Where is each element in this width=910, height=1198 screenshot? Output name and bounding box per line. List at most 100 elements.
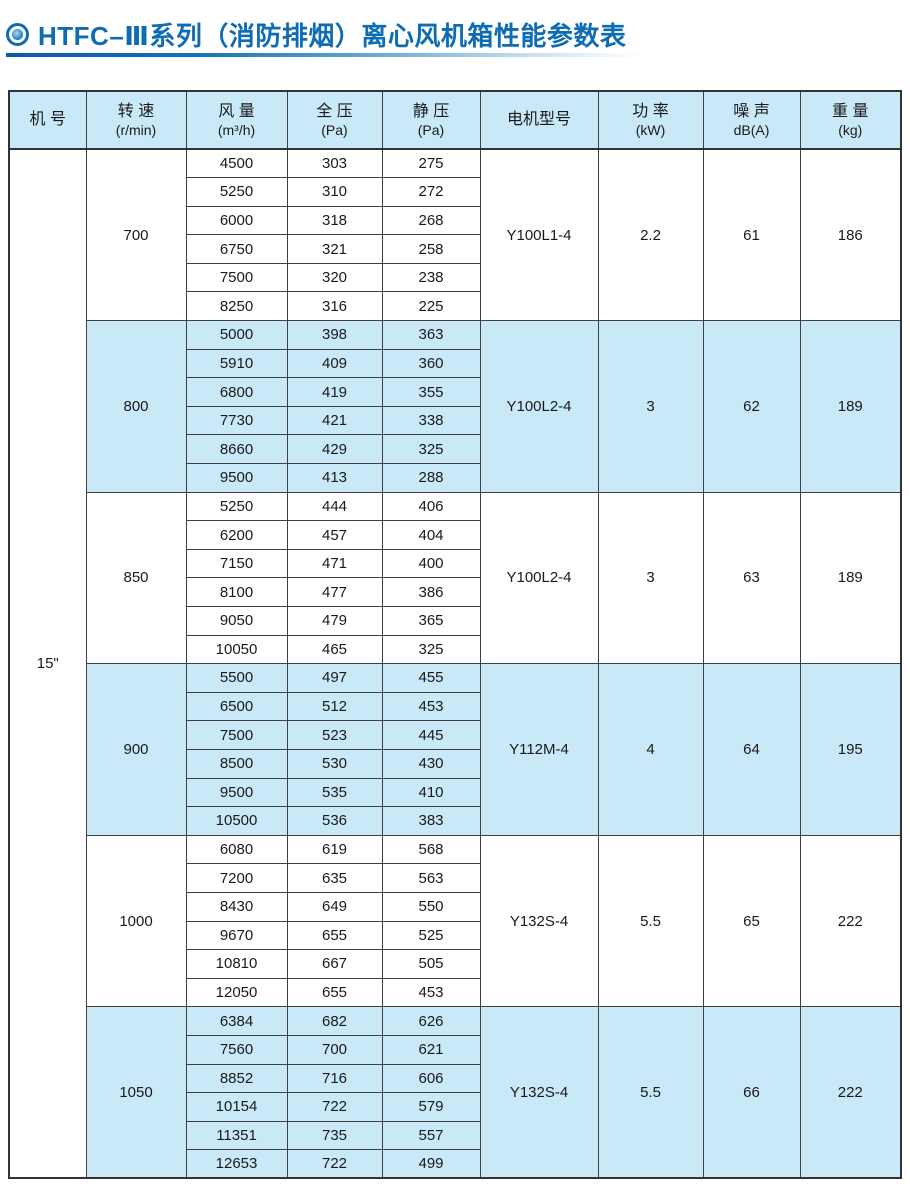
static-pressure-cell: 258 xyxy=(381,234,481,264)
table-row: 1000 6080 619 568 Y132S-4 5.5 65 222 xyxy=(9,834,902,1008)
table-row: 7500 320 238 xyxy=(9,262,901,293)
total-pressure-cell: 619 xyxy=(286,834,383,865)
air-volume-cell: 9500 xyxy=(185,463,288,493)
static-pressure-cell: 360 xyxy=(381,348,481,379)
static-pressure-cell: 563 xyxy=(381,863,481,893)
static-pressure-cell: 621 xyxy=(381,1034,481,1065)
total-pressure-cell: 523 xyxy=(286,720,383,750)
noise-cell: 63 xyxy=(702,491,801,665)
col-header-noise: 噪 声 dB(A) xyxy=(702,90,801,150)
static-pressure-cell: 579 xyxy=(381,1092,481,1122)
total-pressure-cell: 512 xyxy=(286,691,383,722)
table-row: 10500 536 383 xyxy=(9,806,901,836)
table-body: 15" 700 4500 303 275 Y100L1-4 2.2 61 186 5250 310 2… xyxy=(8,148,902,1179)
title-underline-rule xyxy=(6,53,644,57)
table-row: 5910 409 360 xyxy=(9,348,901,379)
table-row: 9670 655 525 xyxy=(9,920,901,951)
table-row: 11351 735 557 xyxy=(9,1120,901,1151)
speed-cell: 1000 xyxy=(85,834,187,1008)
speed-cell: 850 xyxy=(85,491,187,665)
total-pressure-cell: 321 xyxy=(286,234,383,264)
air-volume-cell: 6080 xyxy=(185,834,288,865)
static-pressure-cell: 445 xyxy=(381,720,481,750)
air-volume-cell: 12050 xyxy=(185,977,288,1008)
total-pressure-cell: 419 xyxy=(286,377,383,407)
air-volume-cell: 10154 xyxy=(185,1092,288,1122)
table-row: 800 5000 398 363 Y100L2-4 3 62 189 xyxy=(9,320,902,493)
static-pressure-cell: 386 xyxy=(381,577,481,607)
col-header-machine-no: 机 号 xyxy=(8,90,87,150)
air-volume-cell: 10810 xyxy=(185,949,288,979)
static-pressure-cell: 404 xyxy=(381,520,481,550)
table-row: 6500 512 453 xyxy=(9,691,901,722)
speed-cell: 1050 xyxy=(85,1006,187,1179)
static-pressure-cell: 225 xyxy=(381,291,481,322)
static-pressure-cell: 238 xyxy=(381,262,481,293)
table-row: 12653 722 499 xyxy=(9,1149,901,1179)
air-volume-cell: 8250 xyxy=(185,291,288,322)
table-row: 850 5250 444 406 Y100L2-4 3 63 189 xyxy=(9,491,902,665)
col-header-air-volume: 风 量 (m³/h) xyxy=(185,90,288,150)
total-pressure-cell: 497 xyxy=(286,663,383,693)
total-pressure-cell: 535 xyxy=(286,777,383,808)
noise-cell: 65 xyxy=(702,834,801,1008)
total-pressure-cell: 318 xyxy=(286,205,383,236)
air-volume-cell: 7150 xyxy=(185,548,288,579)
machine-no-cell: 15" xyxy=(8,148,87,1179)
air-volume-cell: 10500 xyxy=(185,806,288,836)
air-volume-cell: 9500 xyxy=(185,777,288,808)
noise-cell: 66 xyxy=(702,1006,801,1179)
total-pressure-cell: 722 xyxy=(286,1149,383,1179)
table-row: 7150 471 400 xyxy=(9,548,901,579)
air-volume-cell: 4500 xyxy=(185,148,288,179)
table-row: 6750 321 258 xyxy=(9,234,901,264)
total-pressure-cell: 421 xyxy=(286,405,383,436)
static-pressure-cell: 268 xyxy=(381,205,481,236)
air-volume-cell: 6200 xyxy=(185,520,288,550)
total-pressure-cell: 465 xyxy=(286,634,383,665)
noise-cell: 62 xyxy=(702,320,801,493)
col-header-static-pressure: 静 压 (Pa) xyxy=(381,90,481,150)
air-volume-cell: 7500 xyxy=(185,720,288,750)
total-pressure-cell: 655 xyxy=(286,920,383,951)
static-pressure-cell: 525 xyxy=(381,920,481,951)
col-header-motor-model: 电机型号 xyxy=(479,90,599,150)
total-pressure-cell: 479 xyxy=(286,606,383,636)
total-pressure-cell: 477 xyxy=(286,577,383,607)
static-pressure-cell: 275 xyxy=(381,148,481,179)
noise-cell: 64 xyxy=(702,663,801,836)
motor-model-cell: Y100L1-4 xyxy=(479,148,599,322)
motor-model-cell: Y132S-4 xyxy=(479,834,599,1008)
bullseye-icon-core xyxy=(12,29,23,40)
power-cell: 3 xyxy=(597,320,704,493)
air-volume-cell: 5000 xyxy=(185,320,288,350)
static-pressure-cell: 505 xyxy=(381,949,481,979)
total-pressure-cell: 635 xyxy=(286,863,383,893)
total-pressure-cell: 444 xyxy=(286,491,383,522)
total-pressure-cell: 700 xyxy=(286,1034,383,1065)
static-pressure-cell: 383 xyxy=(381,806,481,836)
static-pressure-cell: 325 xyxy=(381,434,481,465)
air-volume-cell: 8660 xyxy=(185,434,288,465)
table-row: 7560 700 621 xyxy=(9,1034,901,1065)
static-pressure-cell: 626 xyxy=(381,1006,481,1036)
noise-cell: 61 xyxy=(702,148,801,322)
air-volume-cell: 9050 xyxy=(185,606,288,636)
air-volume-cell: 7560 xyxy=(185,1034,288,1065)
static-pressure-cell: 499 xyxy=(381,1149,481,1179)
air-volume-cell: 9670 xyxy=(185,920,288,951)
speed-cell: 900 xyxy=(85,663,187,836)
table-row: 10154 722 579 xyxy=(9,1092,901,1122)
table-row: 7500 523 445 xyxy=(9,720,901,750)
air-volume-cell: 8100 xyxy=(185,577,288,607)
table-row: 5250 310 272 xyxy=(9,177,901,207)
static-pressure-cell: 606 xyxy=(381,1063,481,1094)
motor-model-cell: Y112M-4 xyxy=(479,663,599,836)
air-volume-cell: 5250 xyxy=(185,177,288,207)
air-volume-cell: 8500 xyxy=(185,748,288,779)
static-pressure-cell: 406 xyxy=(381,491,481,522)
weight-cell: 189 xyxy=(799,491,902,665)
static-pressure-cell: 557 xyxy=(381,1120,481,1151)
total-pressure-cell: 398 xyxy=(286,320,383,350)
